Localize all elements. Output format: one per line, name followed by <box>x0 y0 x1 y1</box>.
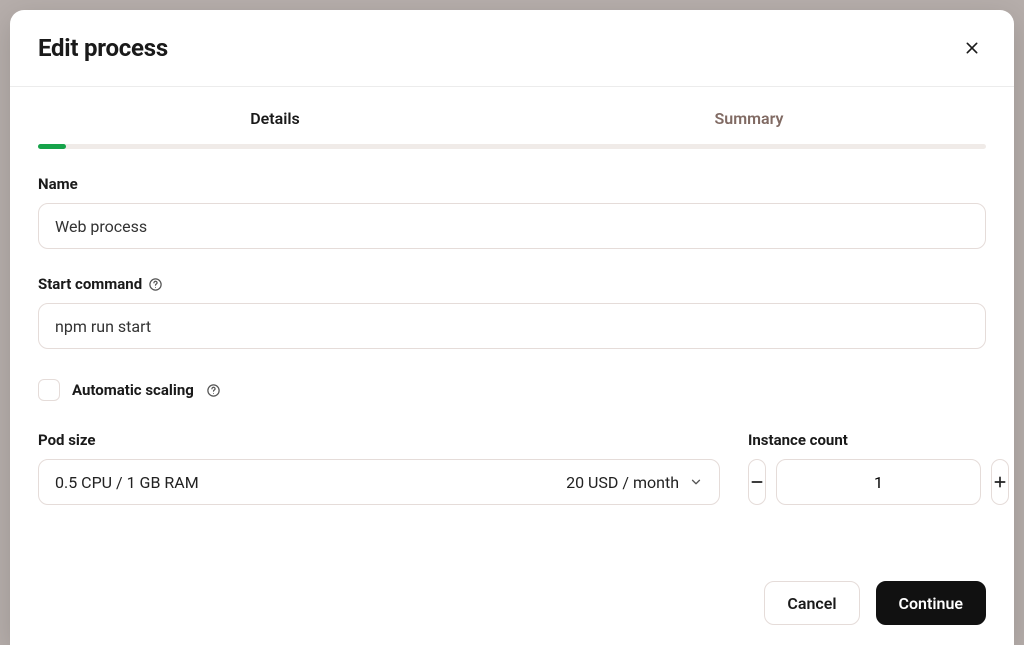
tab-summary[interactable]: Summary <box>512 109 986 144</box>
close-icon <box>964 40 980 56</box>
tabs: Details Summary <box>38 109 986 144</box>
instance-count-stepper <box>748 459 986 505</box>
chevron-down-icon <box>689 475 703 489</box>
pod-instance-row: Pod size 0.5 CPU / 1 GB RAM 20 USD / mon… <box>38 431 986 505</box>
modal-footer: Cancel Continue <box>10 561 1014 645</box>
automatic-scaling-label: Automatic scaling <box>72 381 194 399</box>
field-name-section: Name <box>38 175 986 249</box>
help-icon[interactable] <box>148 277 163 292</box>
start-command-input[interactable] <box>38 303 986 349</box>
modal-body: Details Summary Name Start command <box>10 87 1014 561</box>
name-label: Name <box>38 175 78 193</box>
minus-icon <box>749 474 765 490</box>
instance-count-label: Instance count <box>748 431 848 449</box>
instance-count-column: Instance count <box>748 431 986 505</box>
help-icon[interactable] <box>206 383 221 398</box>
instance-count-input[interactable] <box>776 459 981 505</box>
progress-fill <box>38 144 66 149</box>
pod-size-label: Pod size <box>38 431 96 449</box>
edit-process-modal: Edit process Details Summary Name Start … <box>10 10 1014 645</box>
pod-size-price: 20 USD / month <box>566 473 679 492</box>
field-start-command-section: Start command <box>38 275 986 349</box>
modal-header: Edit process <box>10 10 1014 87</box>
pod-size-column: Pod size 0.5 CPU / 1 GB RAM 20 USD / mon… <box>38 431 720 505</box>
pod-size-spec: 0.5 CPU / 1 GB RAM <box>55 473 199 492</box>
automatic-scaling-row: Automatic scaling <box>38 379 986 401</box>
cancel-button[interactable]: Cancel <box>764 581 859 625</box>
name-input[interactable] <box>38 203 986 249</box>
pod-size-select[interactable]: 0.5 CPU / 1 GB RAM 20 USD / month <box>38 459 720 505</box>
increment-button[interactable] <box>991 459 1009 505</box>
start-command-label: Start command <box>38 275 142 293</box>
tab-details[interactable]: Details <box>38 109 512 144</box>
close-button[interactable] <box>958 34 986 62</box>
plus-icon <box>992 474 1008 490</box>
modal-title: Edit process <box>38 34 168 62</box>
progress-track <box>38 144 986 149</box>
decrement-button[interactable] <box>748 459 766 505</box>
automatic-scaling-checkbox[interactable] <box>38 379 60 401</box>
continue-button[interactable]: Continue <box>876 581 986 625</box>
